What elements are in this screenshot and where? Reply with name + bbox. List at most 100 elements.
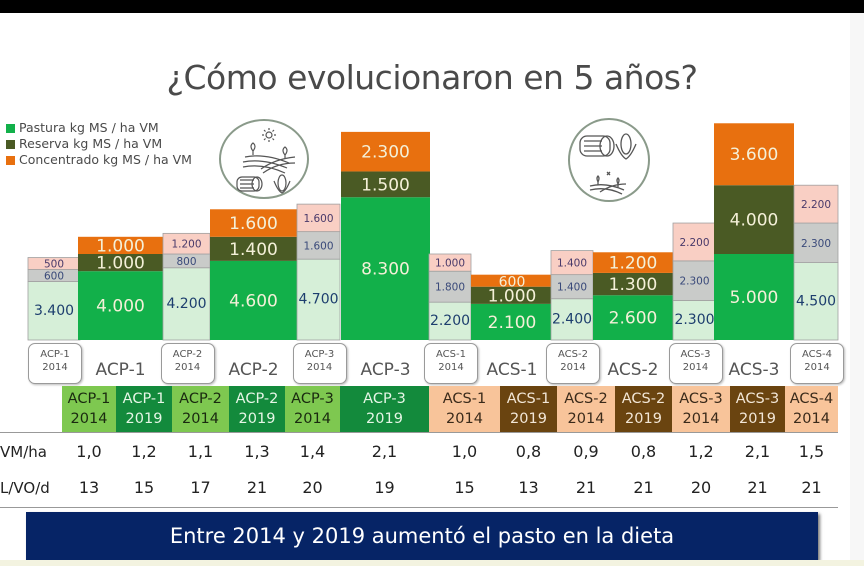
chart-legend: Pastura kg MS / ha VM Reserva kg MS / ha…	[6, 120, 192, 168]
legend-swatch-reserva	[6, 139, 15, 149]
group-label-acp-2: ACP-2	[228, 360, 279, 380]
table-top-rule	[0, 432, 838, 433]
header-year: 2019	[739, 411, 776, 427]
tag-line-1: ACP-1	[40, 349, 70, 360]
data-label-pastura-acp-3-2019: 8.300	[361, 260, 410, 280]
data-label-reserva-acp-3-2014: 1.600	[303, 240, 333, 252]
header-farm: ACP-2	[179, 391, 222, 407]
tag-line-1: ACS-3	[680, 349, 711, 360]
table-header-acp-3-2019: ACP-3 2019	[340, 386, 429, 432]
group-label-acp-1: ACP-1	[95, 360, 146, 380]
header-year: 2014	[793, 411, 830, 427]
header-farm: ACS-2	[564, 391, 608, 407]
bar-segment-concentrado-acs-3-2019	[714, 123, 794, 186]
vm-ha-cell: 2,1	[744, 442, 771, 461]
tag-line-2: 2014	[438, 362, 464, 373]
tag-line-2: 2014	[306, 362, 333, 373]
data-label-pastura-acp-1-2014: 3.400	[34, 303, 74, 319]
bar-segment-reserva-acp-2-2019	[210, 236, 297, 261]
group-label-acp-3: ACP-3	[360, 360, 411, 380]
pasture-feed-icon-circle	[219, 119, 309, 199]
table-header-acs-2-2019: ACS-2 2019	[615, 386, 672, 432]
data-label-pastura-acp-1-2019: 4.000	[96, 297, 145, 317]
tag-line-2: 2014	[560, 362, 586, 373]
l-vo-d-cell: 15	[454, 478, 475, 497]
legend-label-reserva: Reserva kg MS / ha VM	[19, 136, 163, 151]
bar-segment-concentrado-acs-3-2014	[672, 222, 717, 262]
l-vo-d-cell: 21	[633, 478, 654, 497]
data-label-concentrado-acp-1-2019: 1.000	[96, 236, 145, 256]
data-label-pastura-acs-1-2019: 2.100	[488, 313, 537, 333]
data-label-reserva-acs-3-2014: 2.300	[679, 276, 709, 288]
corn-icon	[273, 174, 291, 194]
data-label-reserva-acp-1-2014: 600	[44, 271, 64, 283]
bar-segment-pastura-acp-3-2019	[341, 197, 430, 340]
bar-segment-concentrado-acs-1-2019	[471, 274, 553, 287]
data-label-pastura-acs-3-2019: 5.000	[730, 288, 779, 308]
l-vo-d-cell: 13	[518, 478, 539, 497]
data-label-pastura-acs-2-2019: 2.600	[609, 309, 658, 329]
data-label-concentrado-acs-3-2019: 3.600	[730, 145, 779, 165]
header-farm: ACP-1	[122, 391, 166, 407]
bar-segment-reserva-acs-1-2014	[428, 270, 472, 303]
table-header-acs-3-2014: ACS-3 2014	[672, 386, 730, 432]
l-vo-d-cell: 21	[575, 478, 597, 497]
table-header-acp-3-2014: ACP-3 2014	[285, 386, 340, 432]
pasture-landscape-icon	[236, 128, 296, 194]
bar-segment-reserva-acs-3-2014	[672, 260, 717, 301]
data-label-concentrado-acs-1-2014: 1.000	[435, 258, 465, 270]
data-label-pastura-acs-1-2014: 2.200	[430, 313, 470, 329]
data-label-concentrado-acp-3-2019: 2.300	[361, 143, 410, 163]
bar-segment-concentrado-acp-3-2019	[341, 131, 430, 172]
row-label-vm-ha: VM/ha	[0, 443, 47, 461]
bar-segment-reserva-acs-2-2019	[593, 272, 673, 296]
data-label-pastura-acs-3-2014: 2.300	[674, 312, 714, 328]
bottom-strip	[0, 560, 864, 566]
header-year: 2019	[125, 411, 163, 427]
vm-ha-cell: 0,9	[573, 442, 599, 461]
group-label-acs-3: ACS-3	[728, 360, 780, 380]
data-label-reserva-acs-2-2014: 1.400	[557, 282, 587, 294]
bar-segment-reserva-acp-3-2014	[296, 231, 341, 260]
header-year: 2014	[682, 411, 720, 427]
data-label-reserva-acs-4-2014: 2.300	[801, 238, 831, 250]
table-header-acp-1-2019: ACP-1 2019	[116, 386, 172, 432]
legend-item-concentrado: Concentrado kg MS / ha VM	[6, 152, 192, 168]
bar-segment-reserva-acp-1-2019	[78, 254, 163, 272]
bar-segment-pastura-acs-2-2019	[593, 295, 673, 340]
bar-segment-concentrado-acs-4-2014	[793, 184, 839, 224]
header-year: 2019	[238, 411, 276, 427]
vm-ha-cell: 1,1	[187, 442, 214, 461]
vm-ha-cell: 0,8	[630, 442, 657, 461]
data-label-pastura-acs-2-2014: 2.400	[552, 311, 592, 327]
group-label-acs-1: ACS-1	[486, 360, 538, 380]
data-label-reserva-acs-3-2019: 4.000	[730, 211, 779, 231]
bar-segment-pastura-acp-1-2014	[27, 281, 81, 341]
bar-segment-concentrado-acs-1-2014	[428, 253, 472, 272]
bar-tag-acs-3-2014: ACS-3 2014	[668, 343, 723, 384]
tag-line-1: ACP-2	[172, 349, 203, 360]
data-label-reserva-acp-3-2019: 1.500	[361, 175, 410, 195]
data-label-concentrado-acs-3-2014: 2.200	[679, 237, 709, 249]
group-label-acs-2: ACS-2	[607, 360, 659, 380]
bar-segment-concentrado-acp-2-2019	[210, 209, 297, 237]
tag-line-2: 2014	[682, 362, 709, 373]
legend-swatch-pastura	[6, 123, 15, 133]
header-farm: ACS-3	[679, 391, 723, 407]
l-vo-d-cell: 13	[78, 478, 100, 497]
l-vo-d-cell: 21	[246, 478, 268, 497]
data-label-concentrado-acs-4-2014: 2.200	[801, 199, 831, 211]
table-header-acs-2-2014: ACS-2 2014	[557, 386, 615, 432]
tag-line-2: 2014	[174, 362, 201, 373]
bar-segment-pastura-acs-4-2014	[793, 262, 839, 341]
header-year: 2014	[446, 411, 483, 427]
l-vo-d-cell: 21	[801, 478, 822, 497]
table-header-acs-3-2019: ACS-3 2019	[730, 386, 785, 432]
header-farm: ACS-1	[506, 391, 551, 407]
header-farm: ACS-3	[735, 391, 780, 407]
header-farm: ACS-1	[442, 391, 487, 407]
header-year: 2019	[510, 411, 547, 427]
data-label-reserva-acs-1-2014: 1.800	[435, 282, 465, 294]
l-vo-d-cell: 20	[690, 478, 712, 497]
data-label-concentrado-acp-2-2019: 1.600	[229, 214, 278, 234]
